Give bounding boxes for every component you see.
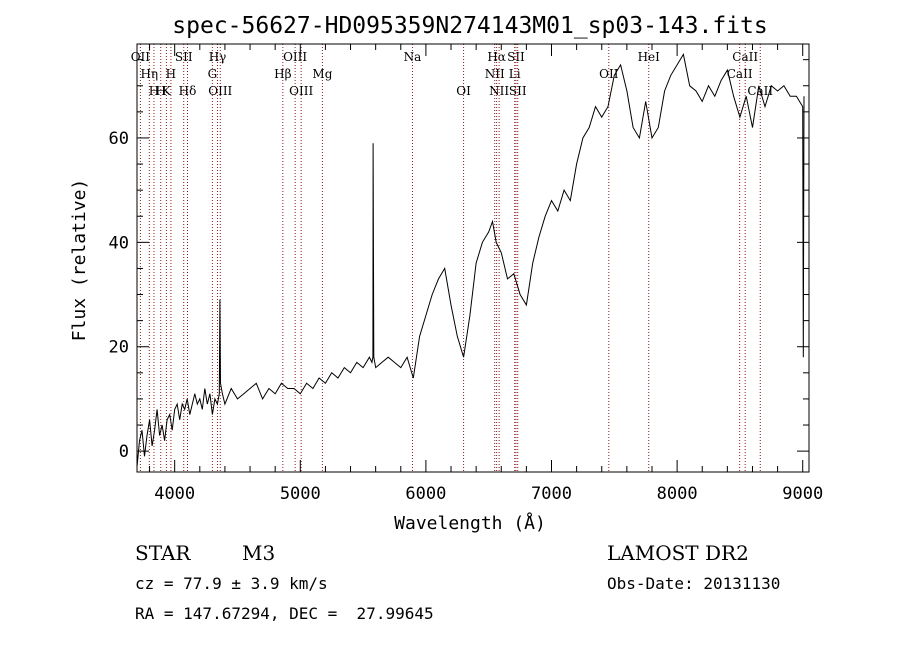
axis-ticks: 4000 5000 6000 7000 8000 9000 0 20 40 60 [109, 44, 823, 504]
line-marker-label-4: K [162, 84, 172, 98]
line-marker-label-21: SII [507, 50, 525, 64]
line-marker-label-22: SII [509, 84, 527, 98]
chart-title: spec-56627-HD095359N274143M01_sp03-143.f… [172, 13, 767, 39]
line-marker-label-13: OIII [289, 84, 313, 98]
x-tick-label-1: 5000 [280, 484, 321, 504]
plot-frame [136, 43, 810, 473]
line-marker-label-14: Mg [312, 67, 332, 81]
line-marker-label-1: Hη [140, 67, 158, 81]
line-marker-label-11: Hβ [274, 67, 291, 81]
line-marker-label-26: CaII [732, 50, 758, 64]
y-tick-label-1: 20 [109, 338, 129, 358]
coordinates-readout: RA = 147.67294, DEC = 27.99645 [135, 604, 434, 623]
x-tick-label-4: 8000 [657, 484, 698, 504]
line-marker-label-20: Li [509, 67, 521, 81]
line-marker-label-6: SII [175, 50, 193, 64]
y-tick-label-3: 60 [109, 129, 129, 149]
line-marker-label-7: Hδ [179, 84, 197, 98]
line-marker-label-18: Hα [487, 50, 506, 64]
observation-date: Obs-Date: 20131130 [607, 574, 781, 593]
line-marker-label-8: G [208, 67, 218, 81]
line-marker-label-3: H [156, 84, 166, 98]
line-marker-label-2: H [149, 84, 159, 98]
redshift-readout: cz = 77.9 ± 3.9 km/s [135, 574, 328, 593]
line-marker-label-12: OIII [283, 50, 307, 64]
x-axis-label: Wavelength (Å) [394, 512, 546, 534]
line-marker-label-23: OII [599, 67, 619, 81]
survey-name: LAMOST DR2 [607, 541, 749, 565]
line-marker-label-24: HeI [638, 50, 661, 64]
y-tick-label-2: 40 [109, 233, 129, 253]
line-marker-label-19: NII [489, 84, 509, 98]
x-tick-label-0: 4000 [154, 484, 195, 504]
line-marker-label-10: OIII [208, 84, 232, 98]
x-tick-label-3: 7000 [531, 484, 572, 504]
x-tick-label-5: 9000 [782, 484, 823, 504]
y-axis-label: Flux (relative) [69, 179, 90, 342]
line-marker-label-5: H [166, 67, 176, 81]
line-marker-label-16: OI [456, 84, 471, 98]
line-marker-label-15: Na [404, 50, 422, 64]
line-marker-label-0: OII [131, 50, 151, 64]
object-class: STAR [135, 541, 191, 565]
x-tick-label-2: 6000 [405, 484, 446, 504]
y-tick-label-0: 0 [119, 442, 129, 462]
line-marker-label-9: Hγ [209, 50, 227, 64]
line-marker-label-25: CaII [727, 67, 753, 81]
object-subclass: M3 [242, 541, 276, 565]
line-marker-label-17: NII [485, 67, 505, 81]
spectrum-series-line [136, 53, 805, 467]
